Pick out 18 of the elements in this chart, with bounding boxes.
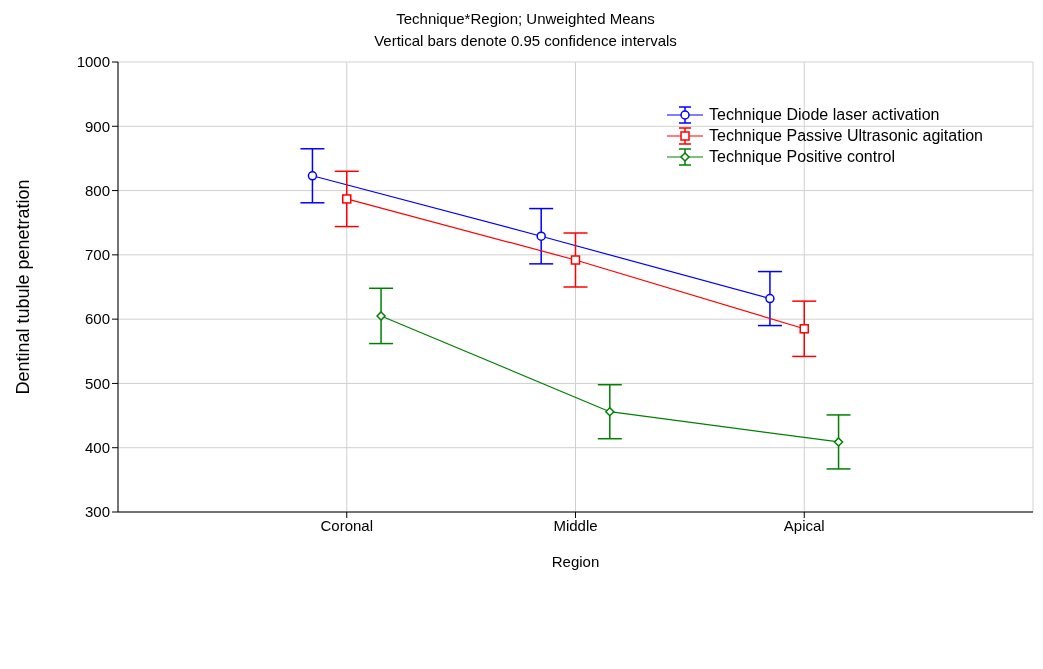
y-tick-label: 400 bbox=[84, 439, 110, 457]
x-tick-label: Coronal bbox=[320, 516, 374, 534]
y-tick-label: 1000 bbox=[76, 53, 110, 71]
y-tick-label: 500 bbox=[84, 374, 110, 392]
y-tick-label: 900 bbox=[84, 117, 110, 135]
y-tick-label: 300 bbox=[84, 503, 110, 521]
legend-label: Technique Diode laser activation bbox=[709, 105, 940, 124]
legend-label: Technique Positive control bbox=[709, 147, 895, 166]
legend-label: Technique Passive Ultrasonic agitation bbox=[709, 126, 983, 145]
y-tick-label: 700 bbox=[84, 246, 110, 264]
y-tick-label: 600 bbox=[84, 310, 110, 328]
y-tick-label: 800 bbox=[84, 181, 110, 199]
x-tick-label: Apical bbox=[783, 516, 825, 534]
x-tick-label: Middle bbox=[553, 516, 598, 534]
chart-subtitle: Vertical bars denote 0.95 confidence intervals bbox=[373, 31, 678, 51]
chart-title: Technique*Region; Unweighted Means bbox=[395, 9, 656, 29]
x-axis-title: Region bbox=[551, 553, 600, 570]
y-axis-title: Dentinal tubule penetration bbox=[13, 179, 34, 395]
